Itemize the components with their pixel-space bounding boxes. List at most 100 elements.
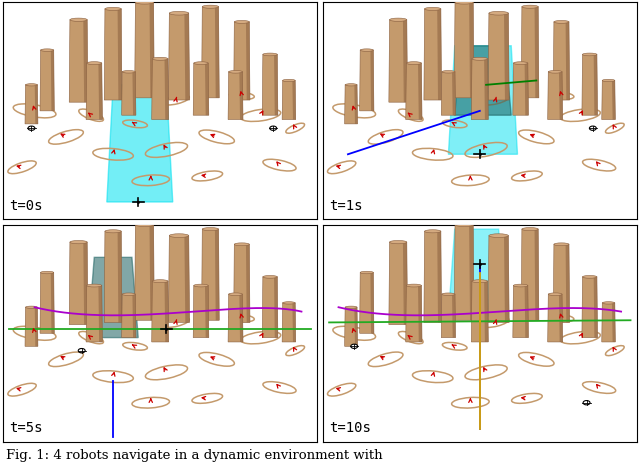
Ellipse shape — [234, 20, 250, 23]
Polygon shape — [554, 22, 570, 100]
Polygon shape — [228, 294, 243, 342]
Ellipse shape — [472, 57, 488, 60]
Polygon shape — [424, 9, 442, 100]
Ellipse shape — [122, 71, 136, 73]
Ellipse shape — [582, 53, 597, 56]
Ellipse shape — [228, 293, 243, 295]
Ellipse shape — [602, 79, 615, 82]
Polygon shape — [602, 81, 615, 119]
Polygon shape — [612, 303, 615, 342]
Ellipse shape — [136, 223, 154, 227]
Polygon shape — [274, 55, 278, 115]
Text: t=0s: t=0s — [10, 199, 43, 213]
Ellipse shape — [602, 302, 615, 304]
Text: t=5s: t=5s — [10, 421, 43, 435]
Polygon shape — [488, 13, 509, 100]
Polygon shape — [25, 307, 38, 346]
Polygon shape — [504, 13, 509, 100]
Polygon shape — [83, 242, 88, 325]
Polygon shape — [51, 273, 54, 333]
Ellipse shape — [522, 228, 538, 231]
Polygon shape — [371, 50, 374, 111]
Polygon shape — [449, 46, 518, 154]
Polygon shape — [150, 2, 154, 98]
Polygon shape — [104, 231, 122, 322]
Ellipse shape — [390, 18, 407, 21]
Ellipse shape — [263, 53, 277, 56]
Ellipse shape — [455, 0, 473, 4]
Ellipse shape — [202, 228, 219, 231]
Ellipse shape — [28, 126, 35, 130]
Polygon shape — [152, 281, 169, 342]
Polygon shape — [452, 294, 456, 337]
Polygon shape — [548, 72, 563, 119]
Polygon shape — [99, 63, 102, 119]
Polygon shape — [215, 7, 220, 98]
Polygon shape — [403, 242, 408, 325]
Ellipse shape — [345, 84, 357, 86]
Polygon shape — [228, 72, 243, 119]
Ellipse shape — [152, 280, 168, 283]
Polygon shape — [107, 85, 173, 202]
Polygon shape — [193, 285, 209, 337]
Polygon shape — [164, 59, 169, 119]
Polygon shape — [469, 225, 474, 320]
Polygon shape — [69, 242, 88, 325]
Ellipse shape — [345, 306, 357, 309]
Polygon shape — [132, 294, 136, 337]
Polygon shape — [442, 72, 456, 115]
Ellipse shape — [390, 240, 407, 244]
Polygon shape — [134, 2, 154, 98]
Polygon shape — [122, 294, 136, 337]
Polygon shape — [122, 72, 136, 115]
Ellipse shape — [40, 49, 54, 51]
Ellipse shape — [582, 275, 597, 278]
Polygon shape — [488, 236, 509, 322]
Polygon shape — [168, 13, 189, 100]
Polygon shape — [234, 244, 250, 322]
Polygon shape — [262, 55, 278, 115]
Polygon shape — [202, 229, 220, 320]
Ellipse shape — [554, 20, 569, 23]
Polygon shape — [184, 13, 189, 100]
Polygon shape — [205, 63, 209, 115]
Polygon shape — [437, 231, 442, 322]
Polygon shape — [602, 303, 615, 342]
Polygon shape — [418, 285, 422, 342]
Text: t=10s: t=10s — [329, 421, 371, 435]
Ellipse shape — [194, 284, 208, 287]
Polygon shape — [282, 81, 296, 119]
Polygon shape — [566, 244, 570, 322]
Polygon shape — [355, 307, 358, 346]
Ellipse shape — [424, 7, 441, 10]
Ellipse shape — [170, 234, 189, 237]
Ellipse shape — [442, 71, 455, 73]
Polygon shape — [525, 63, 529, 115]
Polygon shape — [246, 244, 250, 322]
Polygon shape — [534, 229, 539, 320]
Polygon shape — [566, 22, 570, 100]
Polygon shape — [150, 225, 154, 320]
Polygon shape — [35, 307, 38, 346]
Polygon shape — [521, 229, 539, 320]
Polygon shape — [99, 285, 102, 342]
Polygon shape — [437, 9, 442, 100]
Ellipse shape — [522, 5, 538, 8]
Polygon shape — [360, 273, 374, 333]
Ellipse shape — [105, 230, 121, 233]
Polygon shape — [202, 7, 220, 98]
Polygon shape — [403, 20, 408, 102]
Polygon shape — [513, 285, 529, 337]
Ellipse shape — [548, 71, 562, 73]
Polygon shape — [83, 20, 88, 102]
Polygon shape — [239, 72, 243, 119]
Polygon shape — [246, 22, 250, 100]
Polygon shape — [234, 22, 250, 100]
Polygon shape — [118, 231, 122, 322]
Polygon shape — [239, 294, 243, 342]
Polygon shape — [424, 231, 442, 322]
Ellipse shape — [202, 5, 219, 8]
Polygon shape — [51, 50, 54, 111]
Polygon shape — [205, 285, 209, 337]
Polygon shape — [184, 236, 189, 322]
